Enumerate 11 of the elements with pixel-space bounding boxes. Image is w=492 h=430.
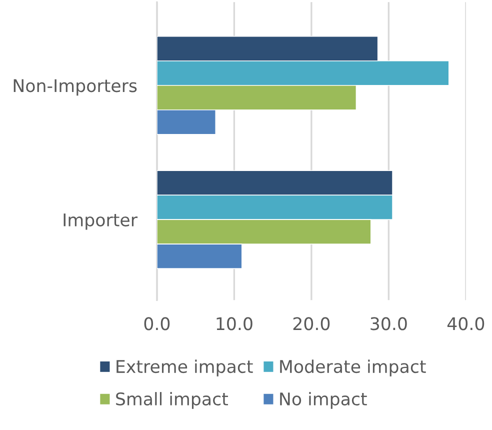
y-tick-label: Non-Importers xyxy=(14,79,137,96)
legend-label: Extreme impact xyxy=(116,360,253,376)
x-tick-label: 20.0 xyxy=(293,317,330,330)
y-tick-label: Importer xyxy=(64,214,138,230)
legend-label: Moderate impact xyxy=(280,360,426,376)
x-tick-label: 30.0 xyxy=(370,317,407,330)
x-tick-label: 10.0 xyxy=(216,317,252,330)
x-tick-label: 40.0 xyxy=(447,317,484,330)
x-tick-label: 0.0 xyxy=(144,317,170,330)
legend-label: No impact xyxy=(280,392,367,409)
legend-label: Small impact xyxy=(116,392,228,409)
